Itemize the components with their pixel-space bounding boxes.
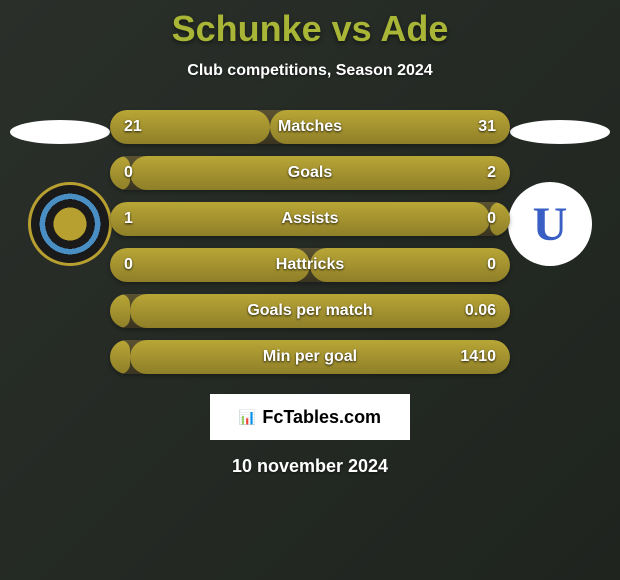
stat-bar-left (110, 340, 130, 374)
stat-label: Hattricks (276, 256, 344, 274)
stat-label: Goals per match (247, 302, 372, 320)
footer-brand-badge: 📊 FcTables.com (210, 394, 410, 440)
club-logo-right: U (508, 182, 592, 266)
date-label: 10 november 2024 (110, 456, 510, 477)
stat-value-right: 2 (487, 164, 496, 182)
chart-icon: 📊 (239, 409, 256, 426)
stat-label: Goals (288, 164, 332, 182)
stat-row: 0 Goals 2 (110, 156, 510, 190)
stat-row: Goals per match 0.06 (110, 294, 510, 328)
stat-value-left: 0 (124, 256, 133, 274)
stat-row: 1 Assists 0 (110, 202, 510, 236)
page-title: Schunke vs Ade (0, 8, 620, 50)
footer-brand-text: FcTables.com (262, 407, 381, 428)
player-right-placeholder (510, 120, 610, 144)
stat-label: Min per goal (263, 348, 357, 366)
stat-value-right: 31 (478, 118, 496, 136)
comparison-content: U 21Matches310Goals21Assists00Hattricks0… (0, 110, 620, 477)
stat-bar-left (110, 294, 130, 328)
stats-list: 21Matches310Goals21Assists00Hattricks0Go… (110, 110, 510, 374)
stat-value-left: 1 (124, 210, 133, 228)
stat-row: 0 Hattricks 0 (110, 248, 510, 282)
stat-value-left: 21 (124, 118, 142, 136)
stat-row: Min per goal 1410 (110, 340, 510, 374)
club-logo-left (28, 182, 112, 266)
stat-value-left: 0 (124, 164, 133, 182)
stat-value-right: 0 (487, 256, 496, 274)
player-left-placeholder (10, 120, 110, 144)
club-right-letter: U (533, 197, 568, 252)
stat-value-right: 0 (487, 210, 496, 228)
stat-row: 21 Matches 31 (110, 110, 510, 144)
header: Schunke vs Ade Club competitions, Season… (0, 0, 620, 80)
stat-label: Assists (282, 210, 339, 228)
stat-value-right: 1410 (460, 348, 496, 366)
stat-value-right: 0.06 (465, 302, 496, 320)
stat-label: Matches (278, 118, 342, 136)
subtitle: Club competitions, Season 2024 (0, 62, 620, 80)
